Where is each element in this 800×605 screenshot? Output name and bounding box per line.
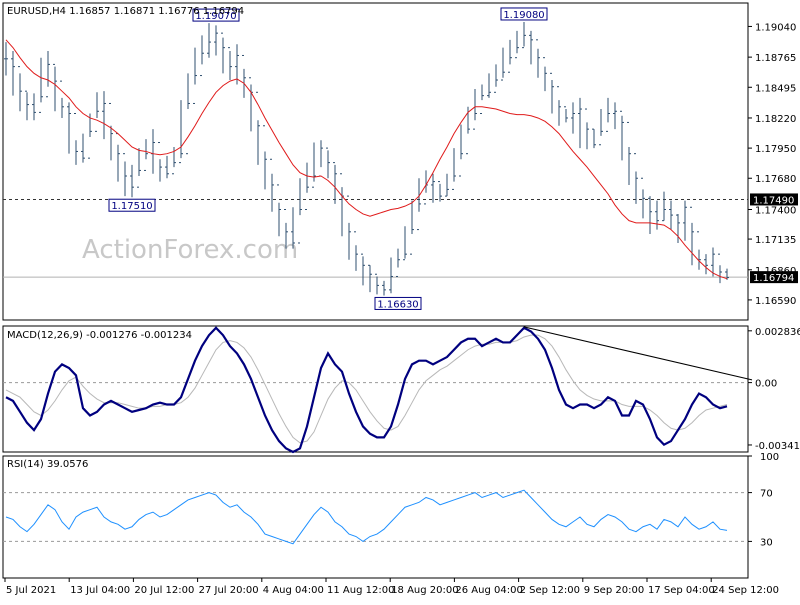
price-axis-tick-label: 1.17950 [755, 144, 796, 155]
x-axis-tick-label: 13 Jul 04:00 [70, 585, 130, 596]
moving-average-line [5, 39, 728, 280]
rsi-axis-tick-label: 30 [760, 537, 773, 548]
price-axis-tick-label: 1.17400 [755, 205, 796, 216]
price-annotation-label: 1.16630 [377, 299, 418, 310]
price-panel-header: EURUSD,H4 1.16857 1.16871 1.16776 1.1679… [7, 6, 244, 17]
x-axis-tick-label: 18 Aug 20:00 [391, 585, 458, 596]
price-axis-tick-label: 1.16590 [755, 296, 796, 307]
x-axis-tick-label: 4 Aug 04:00 [263, 585, 324, 596]
price-annotation-label: 1.17510 [111, 201, 152, 212]
price-annotation-box [192, 8, 240, 22]
macd-axis-tick-label: -0.003415 [755, 441, 800, 452]
x-axis-tick-label: 20 Jul 12:00 [134, 585, 194, 596]
macd-axis-tick-label: 0.00 [755, 379, 777, 390]
price-axis-tick-label: 1.18765 [755, 53, 796, 64]
x-axis-tick-label: 17 Sep 04:00 [648, 585, 715, 596]
price-annotation-box [108, 198, 156, 212]
macd-panel-frame [2, 325, 749, 453]
rsi-axis-tick-label: 100 [760, 452, 779, 463]
rsi-axis-tick-label: 70 [760, 489, 773, 500]
price-annotation-box [374, 296, 422, 310]
macd-panel-header: MACD(12,26,9) -0.001276 -0.001234 [7, 330, 192, 341]
x-axis-tick-label: 9 Sep 20:00 [584, 585, 644, 596]
price-tag-label: 1.16794 [753, 273, 794, 284]
macd-axis-tick-label: 0.002836 [755, 327, 800, 338]
x-axis-tick-label: 24 Sep 12:00 [712, 585, 779, 596]
macd-signal-line [5, 334, 728, 444]
rsi-line [5, 489, 728, 545]
price-axis-tick-label: 1.18220 [755, 114, 796, 125]
price-annotation-label: 1.19080 [503, 10, 544, 21]
price-tag-box [750, 193, 798, 206]
price-tag-label: 1.17490 [753, 195, 794, 206]
x-axis-tick-label: 2 Sep 12:00 [520, 585, 580, 596]
x-axis-tick-label: 11 Aug 12:00 [327, 585, 394, 596]
price-axis-tick-label: 1.17680 [755, 174, 796, 185]
price-axis-tick-label: 1.19040 [755, 22, 796, 33]
macd-line [5, 326, 728, 454]
x-axis-tick-label: 5 Jul 2021 [6, 585, 56, 596]
watermark: ActionForex.com [82, 235, 298, 265]
macd-trendline [523, 326, 753, 381]
price-axis-tick-label: 1.18495 [755, 83, 796, 94]
price-panel-frame [2, 2, 749, 321]
rsi-panel-header: RSI(14) 39.0576 [7, 459, 88, 470]
price-annotation-label: 1.19070 [195, 11, 236, 22]
price-tag-box [750, 271, 798, 284]
price-annotation-box [500, 7, 548, 21]
rsi-panel-frame [2, 455, 749, 579]
x-axis-tick-label: 27 Jul 20:00 [199, 585, 259, 596]
x-axis-tick-label: 26 Aug 04:00 [455, 585, 522, 596]
price-axis-tick-label: 1.17135 [755, 235, 796, 246]
